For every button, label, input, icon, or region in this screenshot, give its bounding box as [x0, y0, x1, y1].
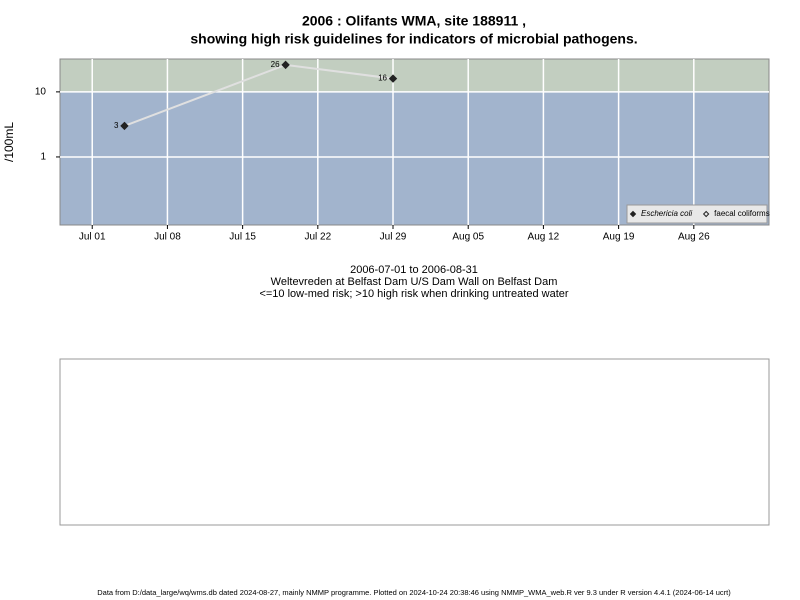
plot-frame [59, 58, 770, 226]
x-tick-label: Jul 15 [229, 232, 256, 243]
low-risk-band [60, 91, 769, 225]
data-label: 16 [378, 74, 387, 83]
data-label: 26 [271, 60, 280, 69]
caption: 2006-07-01 to 2006-08-31 [350, 264, 478, 276]
legend-box [626, 204, 768, 224]
x-tick-label: Aug 12 [528, 232, 560, 243]
legend-marker [629, 210, 637, 218]
caption: Weltevreden at Belfast Dam U/S Dam Wall … [271, 276, 558, 288]
x-tick-label: Aug 19 [603, 232, 635, 243]
legend-label: Eschericia coli [641, 209, 692, 218]
data-point [388, 74, 398, 83]
x-tick-label: Jul 22 [304, 232, 331, 243]
x-tick-label: Jul 29 [380, 232, 407, 243]
x-tick-label: Jul 01 [79, 232, 106, 243]
legend-label: faecal coliforms [714, 209, 770, 218]
y-axis-label: /100mL [2, 122, 16, 162]
high-risk-band [60, 59, 769, 92]
data-point [281, 60, 290, 70]
caption: <=10 low-med risk; >10 high risk when dr… [259, 288, 568, 300]
x-tick-label: Aug 05 [452, 232, 484, 243]
chart-subtitle: showing high risk guidelines for indicat… [190, 31, 637, 47]
x-tick-label: Jul 08 [154, 232, 181, 243]
empty-panel [59, 358, 770, 526]
y-tick-label: 1 [40, 152, 46, 163]
data-label: 3 [114, 121, 119, 130]
y-tick-label: 10 [35, 87, 47, 98]
chart-title: 2006 : Olifants WMA, site 188911 , [302, 13, 526, 29]
footer: Data from D:/data_large/wq/wms.db dated … [97, 588, 731, 597]
data-point [120, 121, 129, 131]
legend-marker [702, 210, 710, 218]
x-tick-label: Aug 26 [678, 232, 710, 243]
